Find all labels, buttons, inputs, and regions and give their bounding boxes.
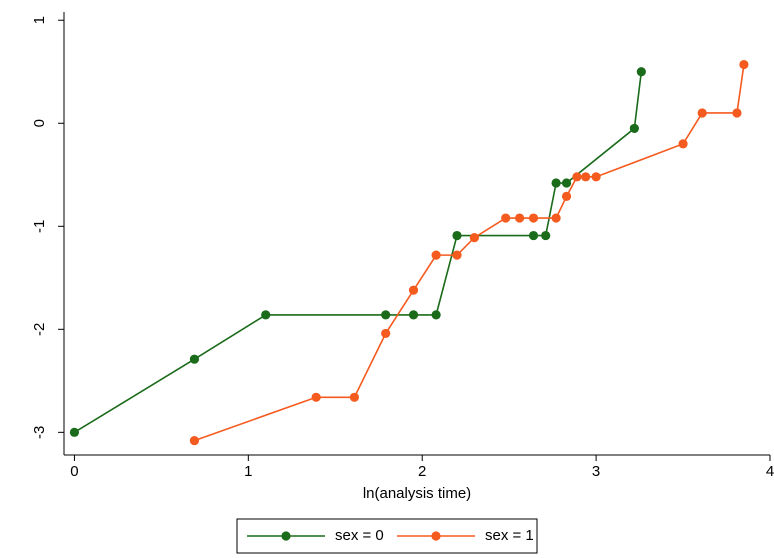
x-tick-label: 2 [418,463,426,480]
point [452,250,462,260]
point [381,310,391,320]
point [469,233,479,243]
x-tick-label: 1 [244,463,252,480]
y-tick-label: -2 [31,323,48,336]
point [551,178,561,188]
point [528,213,539,223]
series-line [74,71,643,434]
x-tick-label: 4 [766,463,774,480]
point [561,191,572,202]
point [561,178,572,188]
legend-marker [281,531,291,541]
point [541,230,551,241]
point [189,354,200,364]
point [514,213,525,223]
point [732,108,742,118]
point [431,310,441,320]
point [349,392,359,402]
point [261,310,271,320]
point [381,328,391,339]
point [629,123,639,134]
point [189,435,200,446]
legend-label: sex = 1 [485,527,534,544]
point [636,67,646,77]
x-tick-label: 3 [592,463,600,480]
x-axis-title: ln(analysis time) [363,485,471,502]
point [408,285,419,295]
point [69,427,80,437]
point [739,59,749,70]
point [581,172,591,182]
legend-label: sex = 0 [335,527,384,544]
point [311,392,321,402]
point [591,172,601,182]
point [431,250,441,260]
point [501,213,511,223]
point [452,230,462,241]
y-tick-label: -1 [31,220,48,233]
point [551,213,561,223]
legend-marker [431,531,441,541]
y-tick-label: -3 [31,426,48,439]
y-tick-label: 0 [31,119,48,127]
point [528,230,539,241]
point [678,139,688,149]
point [572,172,582,182]
series-line [194,64,745,442]
x-tick-label: 0 [70,463,78,480]
point [408,310,419,320]
y-tick-label: 1 [31,16,48,24]
point [697,108,707,118]
